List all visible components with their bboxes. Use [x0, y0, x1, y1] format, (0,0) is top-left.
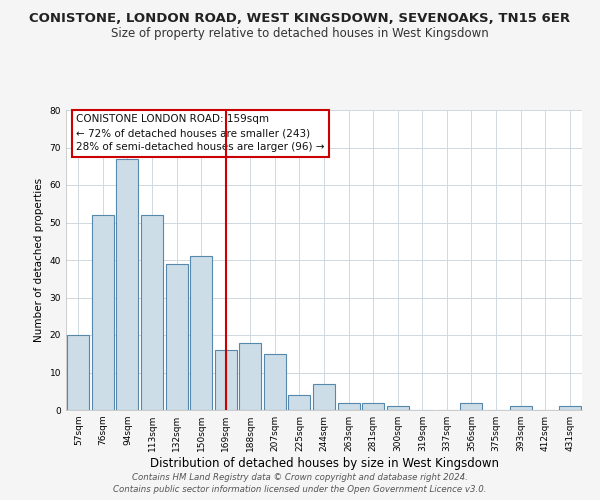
Text: CONISTONE LONDON ROAD: 159sqm
← 72% of detached houses are smaller (243)
28% of : CONISTONE LONDON ROAD: 159sqm ← 72% of d…: [76, 114, 325, 152]
Bar: [386, 406, 409, 410]
Bar: [559, 406, 581, 410]
Bar: [289, 395, 310, 410]
Bar: [190, 256, 212, 410]
Bar: [67, 335, 89, 410]
Text: CONISTONE, LONDON ROAD, WEST KINGSDOWN, SEVENOAKS, TN15 6ER: CONISTONE, LONDON ROAD, WEST KINGSDOWN, …: [29, 12, 571, 26]
Bar: [313, 384, 335, 410]
Bar: [215, 350, 237, 410]
Bar: [460, 402, 482, 410]
Bar: [338, 402, 359, 410]
Bar: [509, 406, 532, 410]
Bar: [166, 264, 188, 410]
Text: Contains HM Land Registry data © Crown copyright and database right 2024.: Contains HM Land Registry data © Crown c…: [132, 473, 468, 482]
Y-axis label: Number of detached properties: Number of detached properties: [34, 178, 44, 342]
Text: Size of property relative to detached houses in West Kingsdown: Size of property relative to detached ho…: [111, 28, 489, 40]
Bar: [362, 402, 384, 410]
Bar: [92, 215, 114, 410]
Bar: [264, 354, 286, 410]
Bar: [116, 159, 139, 410]
X-axis label: Distribution of detached houses by size in West Kingsdown: Distribution of detached houses by size …: [149, 457, 499, 470]
Bar: [239, 342, 262, 410]
Text: Contains public sector information licensed under the Open Government Licence v3: Contains public sector information licen…: [113, 484, 487, 494]
Bar: [141, 215, 163, 410]
